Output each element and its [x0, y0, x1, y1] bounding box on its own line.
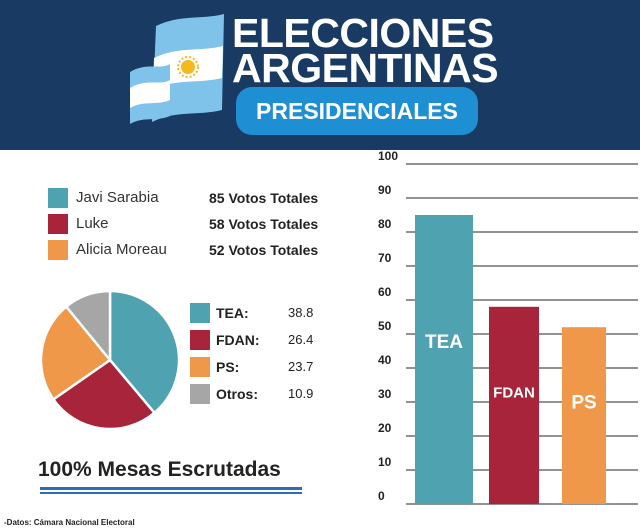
pie-legend-label: PS: — [216, 359, 240, 375]
pie-slice — [51, 358, 157, 431]
candidate-name: Alicia Moreau — [76, 241, 167, 258]
pie-slice — [39, 304, 112, 402]
candidate-name: Javi Sarabia — [76, 189, 159, 206]
pie-legend-value: 23.7 — [288, 359, 314, 374]
candidate-swatch — [48, 240, 68, 260]
candidate-votes: 85 Votos Totales — [209, 190, 319, 206]
y-tick-label: 0 — [378, 489, 385, 503]
pie-legend-value: 26.4 — [288, 332, 314, 347]
pie-slice — [64, 289, 112, 364]
pie-legend-swatch — [190, 357, 210, 377]
bar-label: FDAN — [493, 385, 535, 402]
pie-legend-swatch — [190, 303, 210, 323]
argentina-flag-icon — [130, 14, 224, 124]
y-tick-label: 50 — [378, 319, 392, 333]
y-tick-label: 20 — [378, 421, 392, 435]
pie-legend-value: 10.9 — [288, 386, 314, 401]
source-note: -Datos: Cámara Nacional Electoral — [4, 518, 135, 527]
bar — [415, 215, 473, 504]
pie-slice — [108, 289, 181, 415]
divider — [40, 492, 302, 494]
y-tick-label: 90 — [378, 183, 392, 197]
y-tick-label: 30 — [378, 387, 392, 401]
y-tick-label: 80 — [378, 217, 392, 231]
y-tick-label: 100 — [378, 150, 398, 163]
candidate-votes: 58 Votos Totales — [209, 216, 319, 232]
candidate-name: Luke — [76, 215, 109, 232]
scrutiny-caption: 100% Mesas Escrutadas — [38, 458, 281, 481]
y-tick-label: 70 — [378, 251, 392, 265]
y-tick-label: 40 — [378, 353, 392, 367]
subtitle-pill: PRESIDENCIALES — [236, 87, 478, 135]
candidate-swatch — [48, 188, 68, 208]
bar-label: PS — [571, 393, 596, 414]
bar — [489, 306, 539, 504]
title-line-1: ELECCIONES — [232, 10, 494, 56]
bar-label: TEA — [425, 332, 463, 353]
title-line-2: ARGENTINAS — [232, 45, 499, 91]
y-tick-label: 60 — [378, 285, 392, 299]
candidate-votes: 52 Votos Totales — [209, 242, 319, 258]
bar — [562, 327, 606, 504]
header-banner: ELECCIONES ARGENTINAS PRESIDENCIALES — [0, 0, 640, 150]
pie-legend-swatch — [190, 330, 210, 350]
pie-legend-value: 38.8 — [288, 305, 314, 320]
pie-legend-swatch — [190, 384, 210, 404]
pie-legend-label: TEA: — [216, 305, 249, 321]
divider — [40, 487, 302, 490]
bar-chart: 0 10 20 30 40 50 60 70 80 90 100 TEA FDAN PS — [378, 150, 638, 505]
pie-chart — [39, 289, 181, 431]
candidate-swatch — [48, 214, 68, 234]
pie-legend-label: Otros: — [216, 386, 258, 402]
y-tick-label: 10 — [378, 455, 392, 469]
pie-legend-label: FDAN: — [216, 332, 260, 348]
